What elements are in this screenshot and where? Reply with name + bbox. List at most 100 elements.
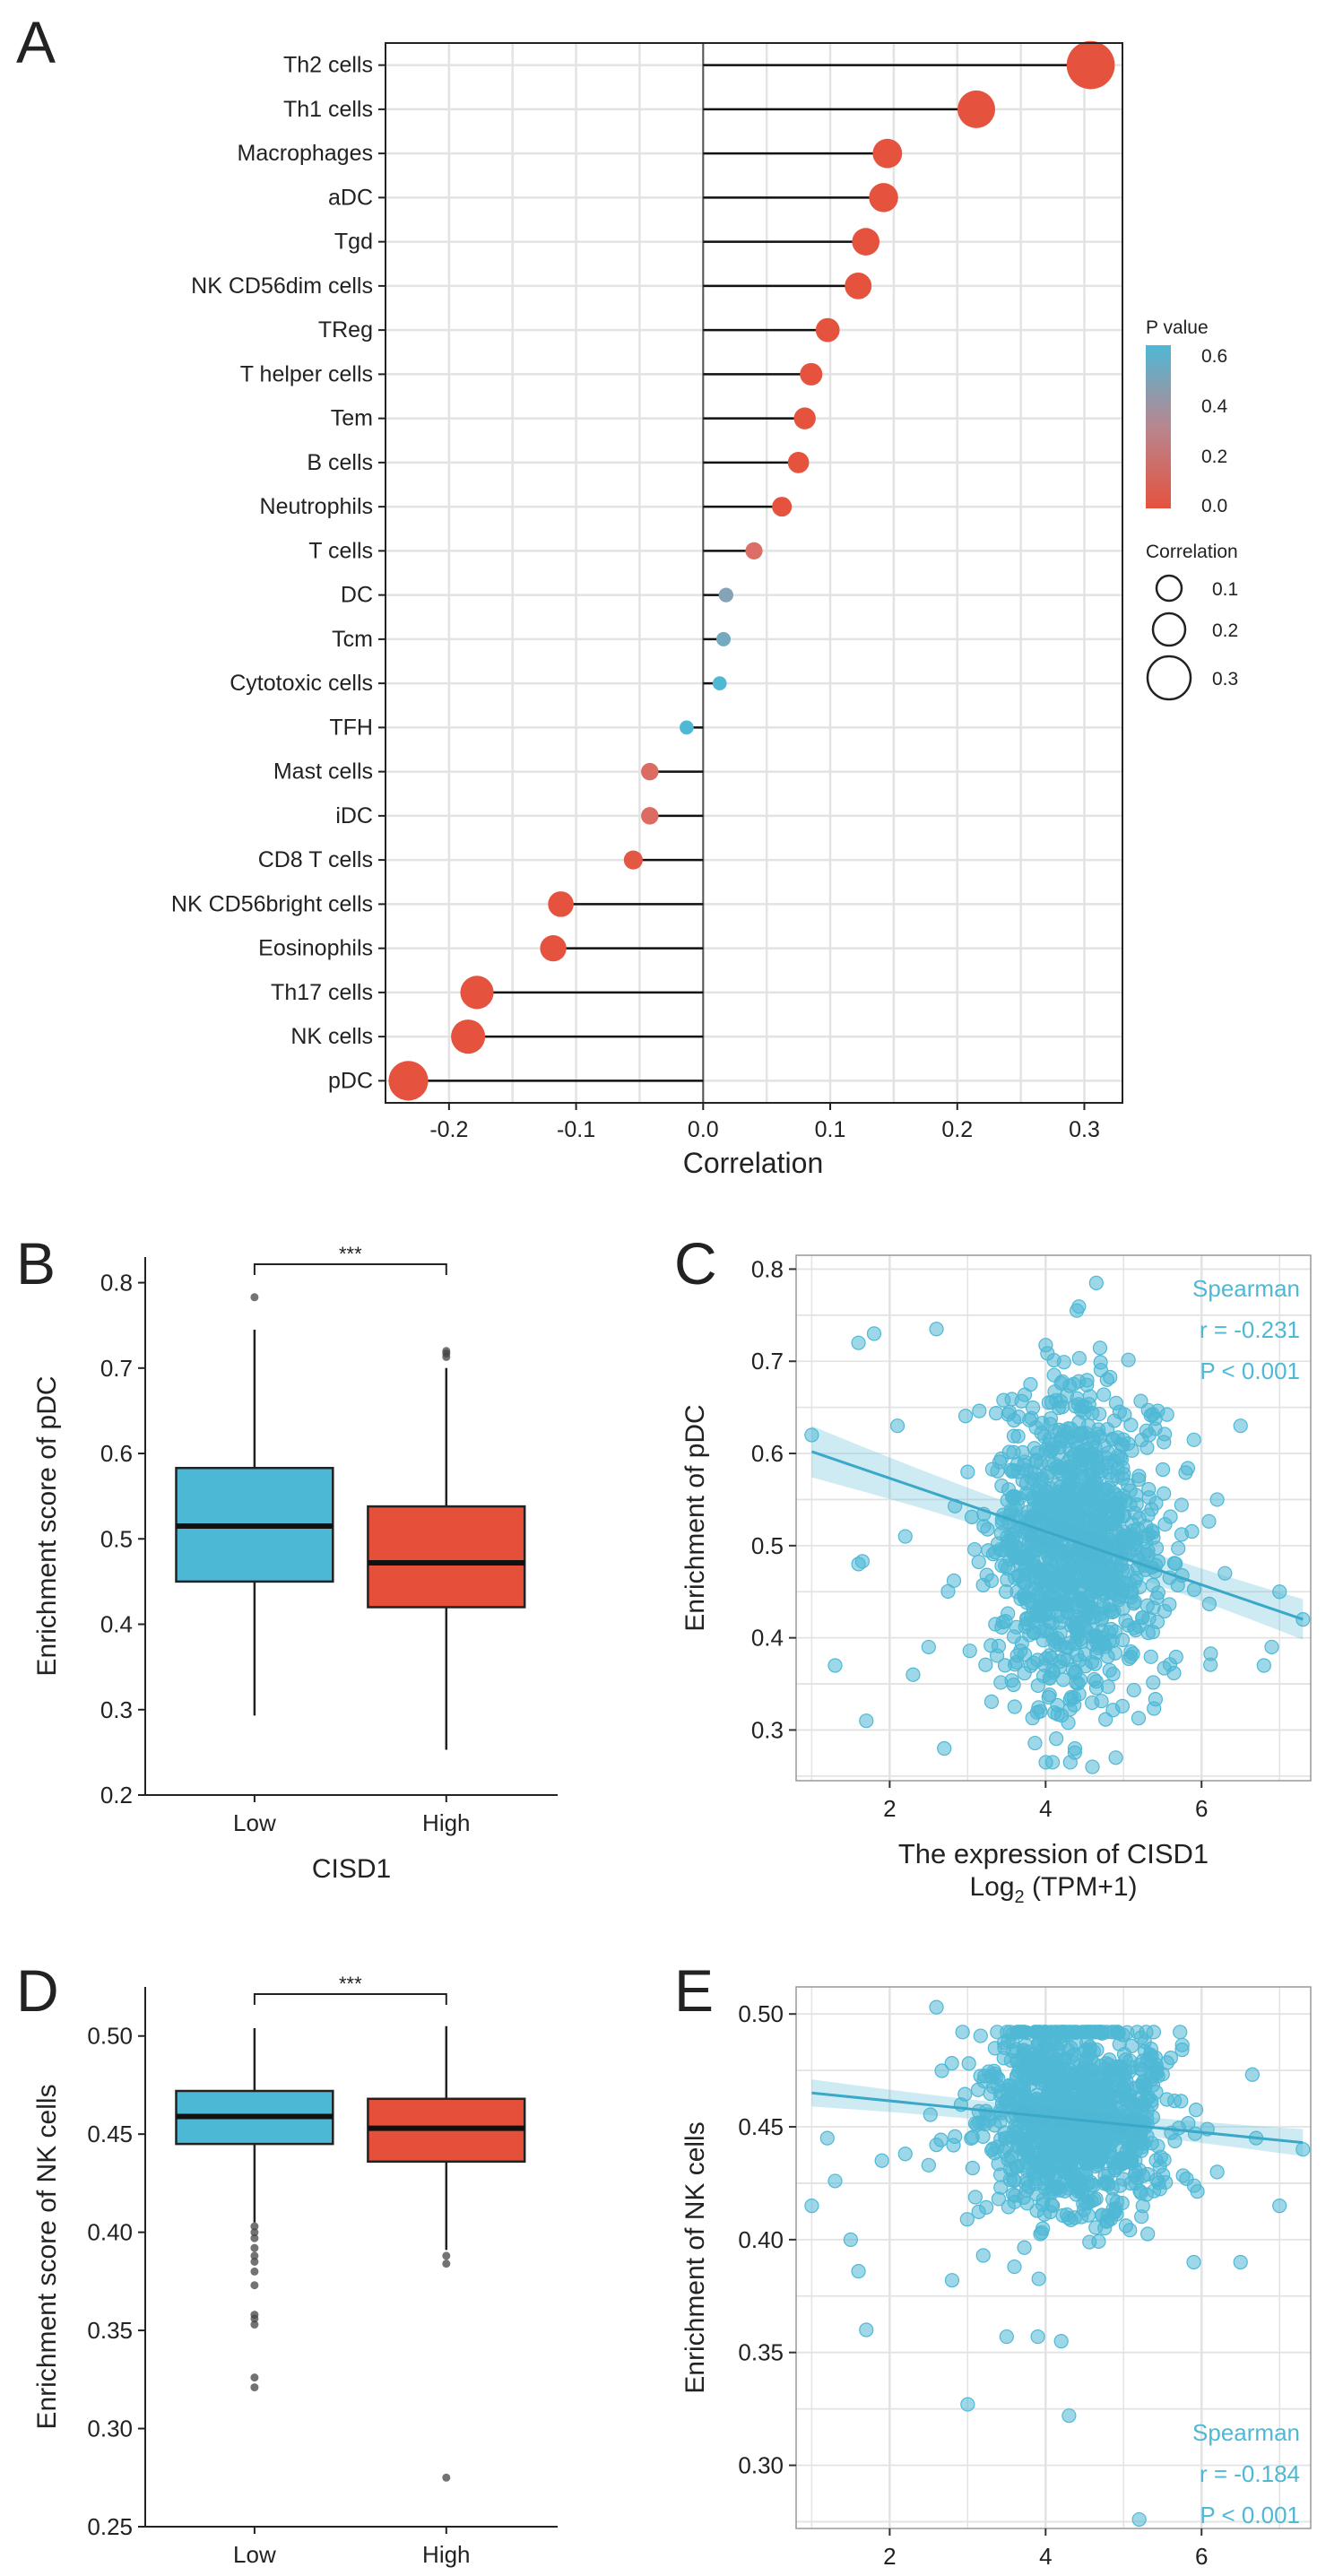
y-tick-label: 0.8 <box>100 1270 133 1297</box>
scatter-point <box>991 2191 1006 2207</box>
scatter-point <box>1118 2218 1134 2233</box>
scatter-point <box>859 2322 874 2337</box>
scatter-point <box>854 1554 871 1569</box>
scatter-point <box>866 1326 882 1341</box>
category-label: Macrophages <box>238 141 373 166</box>
scatter-point <box>1107 2203 1122 2219</box>
scatter-point <box>1087 1503 1102 1518</box>
y-tick-label: 0.3 <box>751 1716 784 1743</box>
category-label: TFH <box>329 715 373 740</box>
scatter-point <box>992 1454 1008 1470</box>
dot-t-helper-cells <box>800 362 823 386</box>
scatter-point <box>1053 2334 1069 2349</box>
scatter-point <box>1123 1418 1139 1433</box>
scatter-point <box>1146 1600 1161 1616</box>
plot-frame <box>795 1986 1312 2529</box>
scatter-point <box>975 2248 991 2263</box>
dot-adc <box>869 183 898 212</box>
scatter-point <box>1055 1672 1071 1687</box>
scatter-point <box>1006 1677 1021 1693</box>
scatter-point <box>1186 2178 1201 2193</box>
scatter-point <box>966 1541 983 1557</box>
panel-label-b: B <box>16 1230 56 1297</box>
scatter-point <box>889 1418 905 1434</box>
scatter-point <box>1233 2254 1248 2270</box>
dot-b-cells <box>787 452 810 473</box>
outlier-point <box>250 2320 259 2329</box>
dot-dc <box>718 587 733 603</box>
scatter-point <box>1077 1487 1092 1503</box>
dot-macrophages <box>872 138 903 169</box>
category-label: B cells <box>307 450 373 475</box>
scatter-point <box>1097 2132 1113 2148</box>
y-tick-label: 0.50 <box>738 2000 784 2027</box>
scatter-point <box>1019 2196 1035 2211</box>
scatter-point <box>1003 2079 1018 2095</box>
scatter-point <box>1112 1540 1127 1556</box>
scatter-point <box>1139 2091 1155 2106</box>
scatter-point <box>1146 2025 1161 2040</box>
box-high <box>367 1505 526 1609</box>
scatter-point <box>991 2070 1006 2086</box>
scatter-point <box>970 2082 986 2097</box>
outlier-point <box>250 2233 259 2242</box>
panel-e-scatter: 2 4 6 0.30 0.35 0.40 0.45 0.50 Spearman r = -0.18… <box>680 1986 1312 2570</box>
scatter-point <box>1017 1387 1033 1402</box>
scatter-point <box>1025 1400 1041 1416</box>
scatter-point <box>1121 1352 1136 1367</box>
scatter-point <box>971 1554 986 1570</box>
scatter-point <box>1116 2046 1132 2062</box>
scatter-point <box>993 2167 1009 2182</box>
scatter-point <box>997 2144 1012 2159</box>
scatter-point <box>1108 1395 1123 1410</box>
x-tick-label: 4 <box>1039 1795 1052 1822</box>
scatter-point <box>1016 2143 1031 2158</box>
x-tick-label: High <box>422 2541 470 2568</box>
scatter-point <box>988 1406 1004 1421</box>
scatter-point <box>1006 1428 1022 1444</box>
scatter-point <box>1045 1495 1061 1510</box>
spearman-annotation: Spearman <box>1192 2419 1300 2446</box>
panel-b-boxplot: 0.2 0.3 0.4 0.5 0.6 0.7 0.8 Low High *** CISD1 Enri… <box>32 1243 558 1884</box>
scatter-point <box>1124 2150 1139 2166</box>
scatter-point <box>1087 1671 1102 1687</box>
scatter-point <box>993 1675 1009 1690</box>
category-label: Th17 cells <box>271 980 373 1005</box>
scatter-point <box>1128 2176 1143 2191</box>
scatter-point <box>1174 2094 1189 2109</box>
dot-mast-cells <box>641 762 659 781</box>
scatter-point <box>967 2190 983 2205</box>
scatter-point <box>1037 2077 1053 2092</box>
scatter-point <box>1115 1432 1131 1447</box>
scatter-point <box>971 2204 986 2219</box>
scatter-point <box>965 2129 980 2145</box>
legend-p-value-tick: 0.4 <box>1201 396 1228 417</box>
scatter-point <box>929 1999 944 2015</box>
legend-size-title: Correlation <box>1146 542 1238 562</box>
scatter-point <box>1038 1755 1053 1770</box>
scatter-point <box>1162 1597 1177 1612</box>
scatter-point <box>1113 1589 1128 1605</box>
y-tick-label: 0.45 <box>87 2121 133 2147</box>
scatter-point <box>1131 1711 1147 1726</box>
legend-p-value-tick: 0.0 <box>1201 496 1227 516</box>
scatter-point <box>973 2028 988 2043</box>
scatter-point <box>1272 1584 1287 1600</box>
scatter-point <box>944 2056 959 2071</box>
x-tick-label: 2 <box>883 1795 896 1822</box>
scatter-point <box>859 1713 874 1729</box>
scatter-point <box>1188 2103 1204 2118</box>
scatter-point <box>1146 1675 1161 1690</box>
scatter-point <box>1070 1629 1085 1645</box>
scatter-point <box>1024 1529 1040 1544</box>
x-tick-label: 0.2 <box>941 1117 973 1142</box>
regression-line <box>811 2091 1304 2145</box>
scatter-point <box>1067 1740 1083 1756</box>
scatter-point <box>1074 1399 1089 1414</box>
scatter-point <box>1092 1340 1108 1356</box>
scatter-point <box>929 1322 944 1337</box>
scatter-point <box>1141 1490 1157 1505</box>
scatter-point <box>1203 1646 1218 1661</box>
x-tick-label: -0.1 <box>557 1117 595 1142</box>
y-tick-label: 0.45 <box>738 2113 784 2140</box>
